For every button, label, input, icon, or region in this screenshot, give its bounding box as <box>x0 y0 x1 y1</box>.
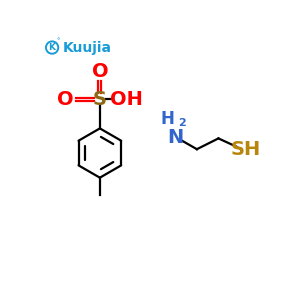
Text: S: S <box>93 90 107 109</box>
Text: °: ° <box>57 39 60 45</box>
Text: 2: 2 <box>178 118 186 128</box>
Text: O: O <box>92 62 108 81</box>
Text: N: N <box>167 128 183 147</box>
Text: SH: SH <box>231 140 261 159</box>
Text: H: H <box>161 110 175 128</box>
Text: O: O <box>57 90 74 109</box>
Text: Kuujia: Kuujia <box>63 40 112 55</box>
Text: K: K <box>49 43 56 52</box>
Text: OH: OH <box>110 90 142 109</box>
